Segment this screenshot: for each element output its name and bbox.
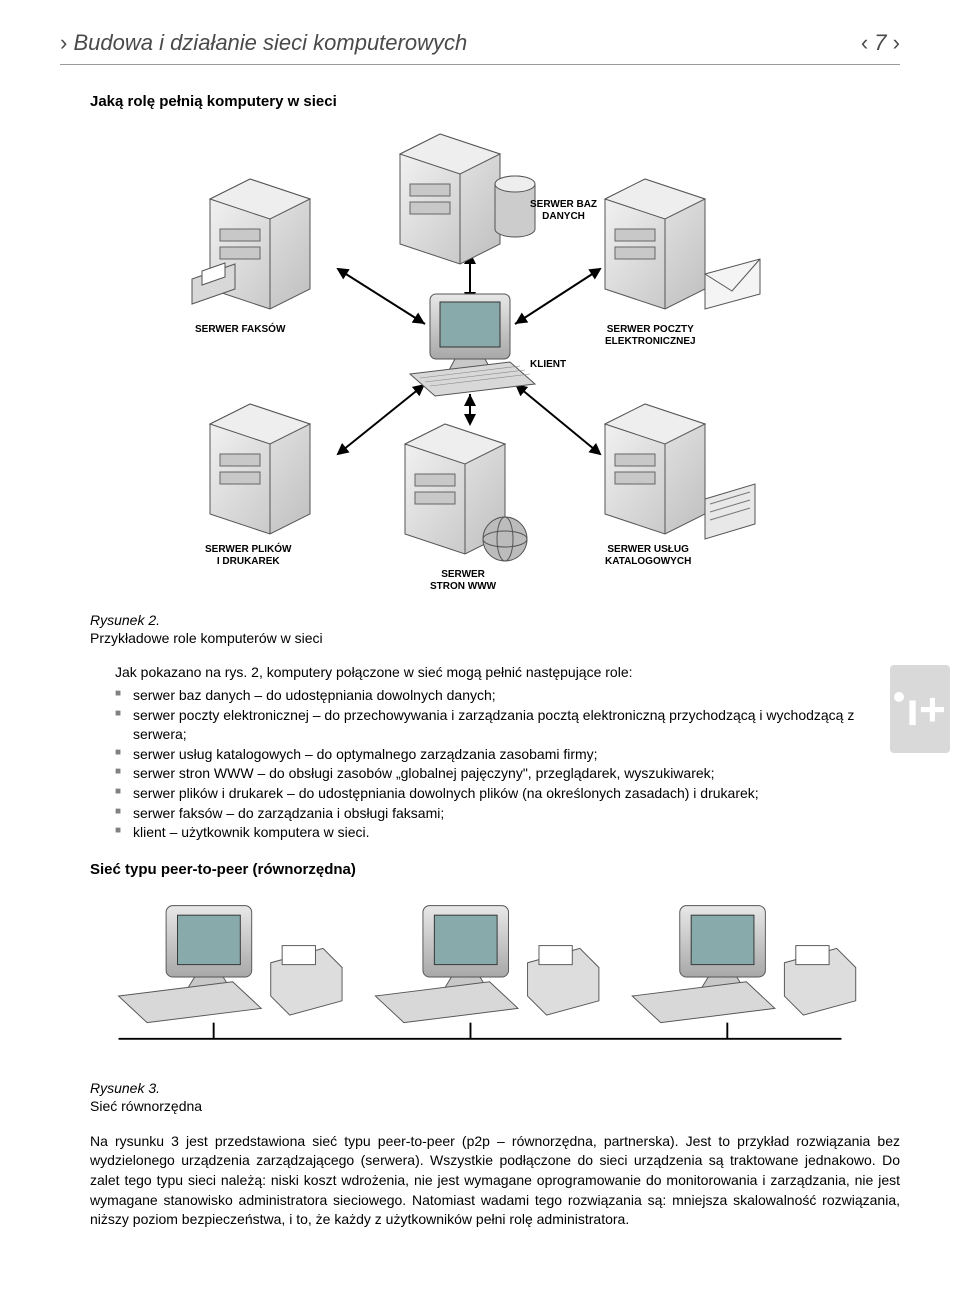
label-serwer-www: SERWER STRON WWW <box>430 569 496 592</box>
roles-diagram: SERWER FAKSÓW SERWER BAZ DANYCH SERWER P… <box>150 124 790 594</box>
figure2-caption-text: Przykładowe role komputerów w sieci <box>90 630 900 646</box>
section-heading-p2p: Sieć typu peer-to-peer (równorzędna) <box>90 861 900 878</box>
label-serwer-uslug: SERWER USŁUG KATALOGOWYCH <box>605 544 691 567</box>
label-serwer-poczty: SERWER POCZTY ELEKTRONICZNEJ <box>605 324 696 347</box>
figure3-caption-text: Sieć równorzędna <box>90 1098 900 1114</box>
p2p-paragraph: Na rysunku 3 jest przedstawiona sieć typ… <box>90 1132 900 1230</box>
roles-bullet-list: serwer baz danych – do udostępniania dow… <box>115 686 900 843</box>
chapter-title: › Budowa i działanie sieci komputerowych <box>60 30 467 56</box>
header-rule <box>60 64 900 65</box>
side-badge-icon: ı+ <box>894 686 946 732</box>
label-serwer-plikow: SERWER PLIKÓW I DRUKAREK <box>205 544 291 567</box>
page-number-value: 7 <box>874 30 886 55</box>
chevron-left-icon: ‹ <box>861 30 868 55</box>
roles-diagram-svg <box>150 124 790 594</box>
list-item: serwer plików i drukarek – do udostępnia… <box>115 784 900 804</box>
list-item: serwer poczty elektronicznej – do przech… <box>115 706 900 745</box>
figure3-caption-number: Rysunek 3. <box>90 1080 900 1096</box>
list-item: serwer faksów – do zarządzania i obsługi… <box>115 804 900 824</box>
chapter-title-text: Budowa i działanie sieci komputerowych <box>73 30 467 55</box>
side-badge: ı+ <box>890 665 950 753</box>
list-item: serwer baz danych – do udostępniania dow… <box>115 686 900 706</box>
list-item: klient – użytkownik komputera w sieci. <box>115 823 900 843</box>
p2p-diagram-svg <box>90 892 870 1062</box>
list-item: serwer stron WWW – do obsługi zasobów „g… <box>115 764 900 784</box>
label-serwer-faksow: SERWER FAKSÓW <box>195 324 285 336</box>
bullets-intro: Jak pokazano na rys. 2, komputery połącz… <box>115 664 900 680</box>
page-number: ‹ 7 › <box>861 30 900 56</box>
label-serwer-baz-danych: SERWER BAZ DANYCH <box>530 199 597 222</box>
list-item: serwer usług katalogowych – do optymalne… <box>115 745 900 765</box>
page-header: › Budowa i działanie sieci komputerowych… <box>60 30 900 56</box>
chevron-right-icon: › <box>893 30 900 55</box>
chevron-right-icon: › <box>60 30 67 55</box>
figure2-caption-number: Rysunek 2. <box>90 612 900 628</box>
label-klient: KLIENT <box>530 359 566 371</box>
p2p-diagram <box>90 892 870 1062</box>
section-heading-roles: Jaką rolę pełnią komputery w sieci <box>90 93 900 110</box>
